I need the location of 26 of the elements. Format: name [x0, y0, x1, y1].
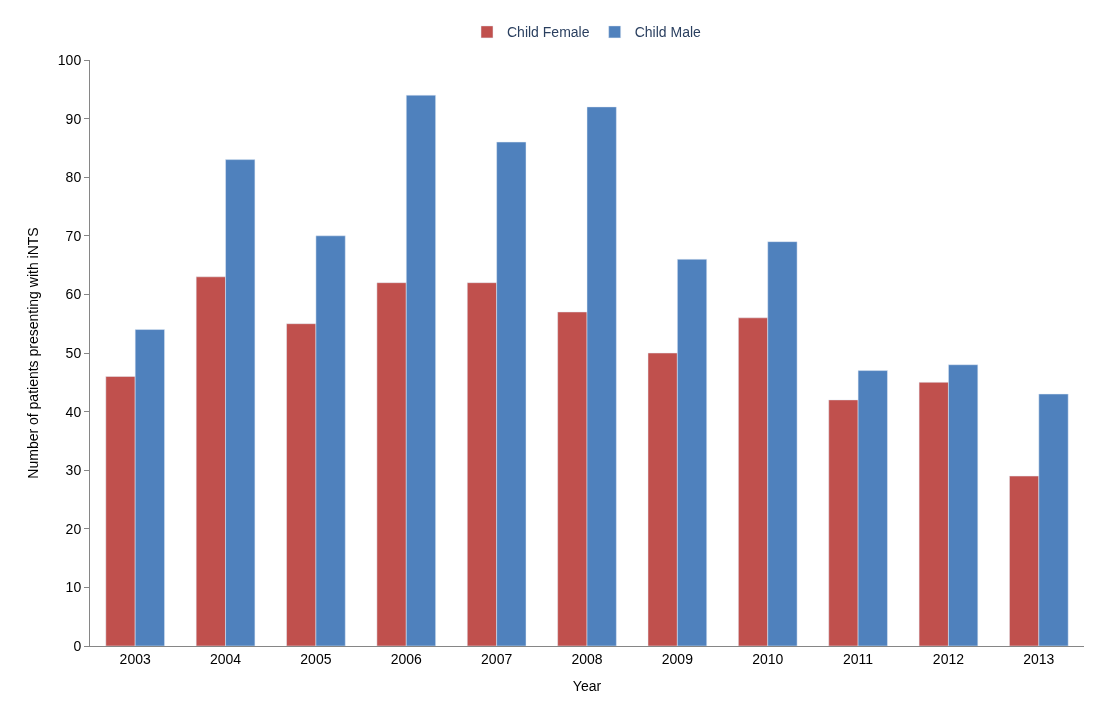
x-tick-label: 2011 — [843, 650, 874, 667]
y-tick-label: 20 — [65, 520, 82, 537]
x-tick-label: 2012 — [932, 650, 965, 667]
y-tick-label: 40 — [65, 403, 82, 420]
x-tick-label: 2013 — [1023, 650, 1055, 667]
y-tick-label: 80 — [65, 169, 82, 186]
y-tick-label: 60 — [65, 286, 82, 303]
y-tick-label: 0 — [73, 637, 82, 654]
x-tick-label: 2006 — [390, 650, 423, 667]
x-tick-label: 2003 — [119, 650, 151, 667]
x-tick-label: 2005 — [300, 650, 332, 667]
y-tick-label: 100 — [57, 51, 82, 68]
y-tick-label: 30 — [65, 462, 82, 479]
x-tick-label: 2004 — [209, 650, 242, 667]
x-tick-label: 2010 — [752, 650, 784, 667]
y-axis-title: Number of patients presenting with iNTS — [25, 227, 42, 479]
x-tick-label: 2008 — [571, 650, 603, 667]
x-axis-title: Year — [572, 678, 602, 695]
x-tick-label: 2007 — [481, 650, 513, 667]
legend-label: Child Female — [507, 24, 590, 41]
legend-label: Child Male — [634, 24, 702, 41]
y-tick-label: 70 — [65, 227, 82, 244]
x-tick-label: 2009 — [661, 650, 694, 667]
y-tick-label: 10 — [65, 579, 82, 596]
y-tick-label: 90 — [65, 110, 82, 127]
y-tick-label: 50 — [65, 344, 82, 361]
